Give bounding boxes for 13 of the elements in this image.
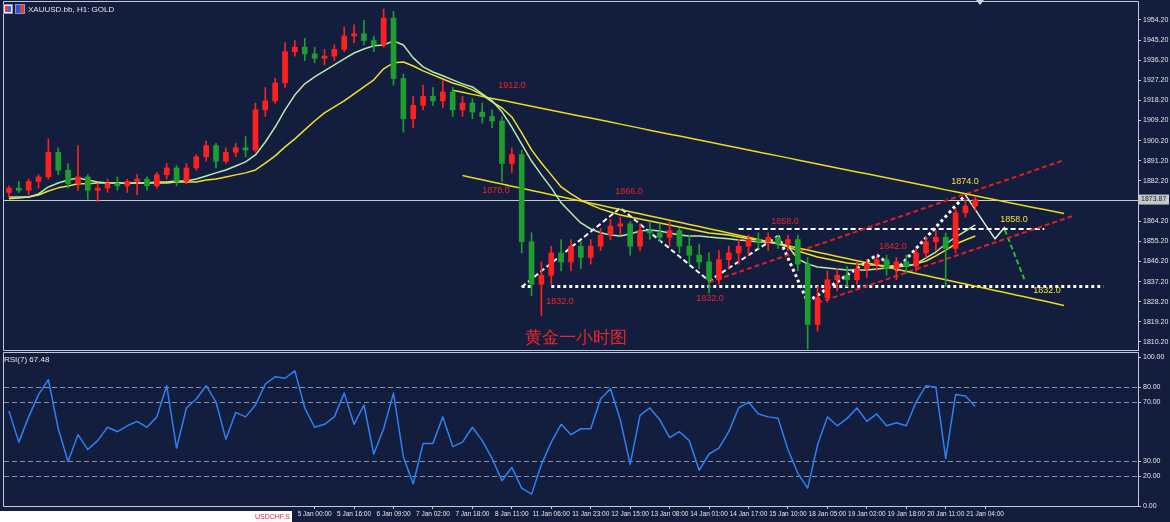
annotation: 1832.0 — [696, 293, 724, 303]
annotation: 1832.0 — [1033, 285, 1061, 295]
annotation: 1912.0 — [498, 80, 526, 90]
chart-title: RSI(7) 67.48 — [4, 355, 50, 364]
annotation: 1878.0 — [482, 185, 510, 195]
annotation: 1866.0 — [615, 186, 643, 196]
chart-title: XAUUSD.bb, H1: GOLD — [28, 5, 115, 14]
annotation: 1832.0 — [546, 296, 574, 306]
text: 黄金一小时图 — [525, 327, 627, 347]
annotation: 1842.0 — [879, 241, 907, 251]
annotation: 1874.0 — [951, 176, 979, 186]
annotation: 1858.0 — [771, 216, 799, 226]
annotation: 1858.0 — [1000, 214, 1028, 224]
